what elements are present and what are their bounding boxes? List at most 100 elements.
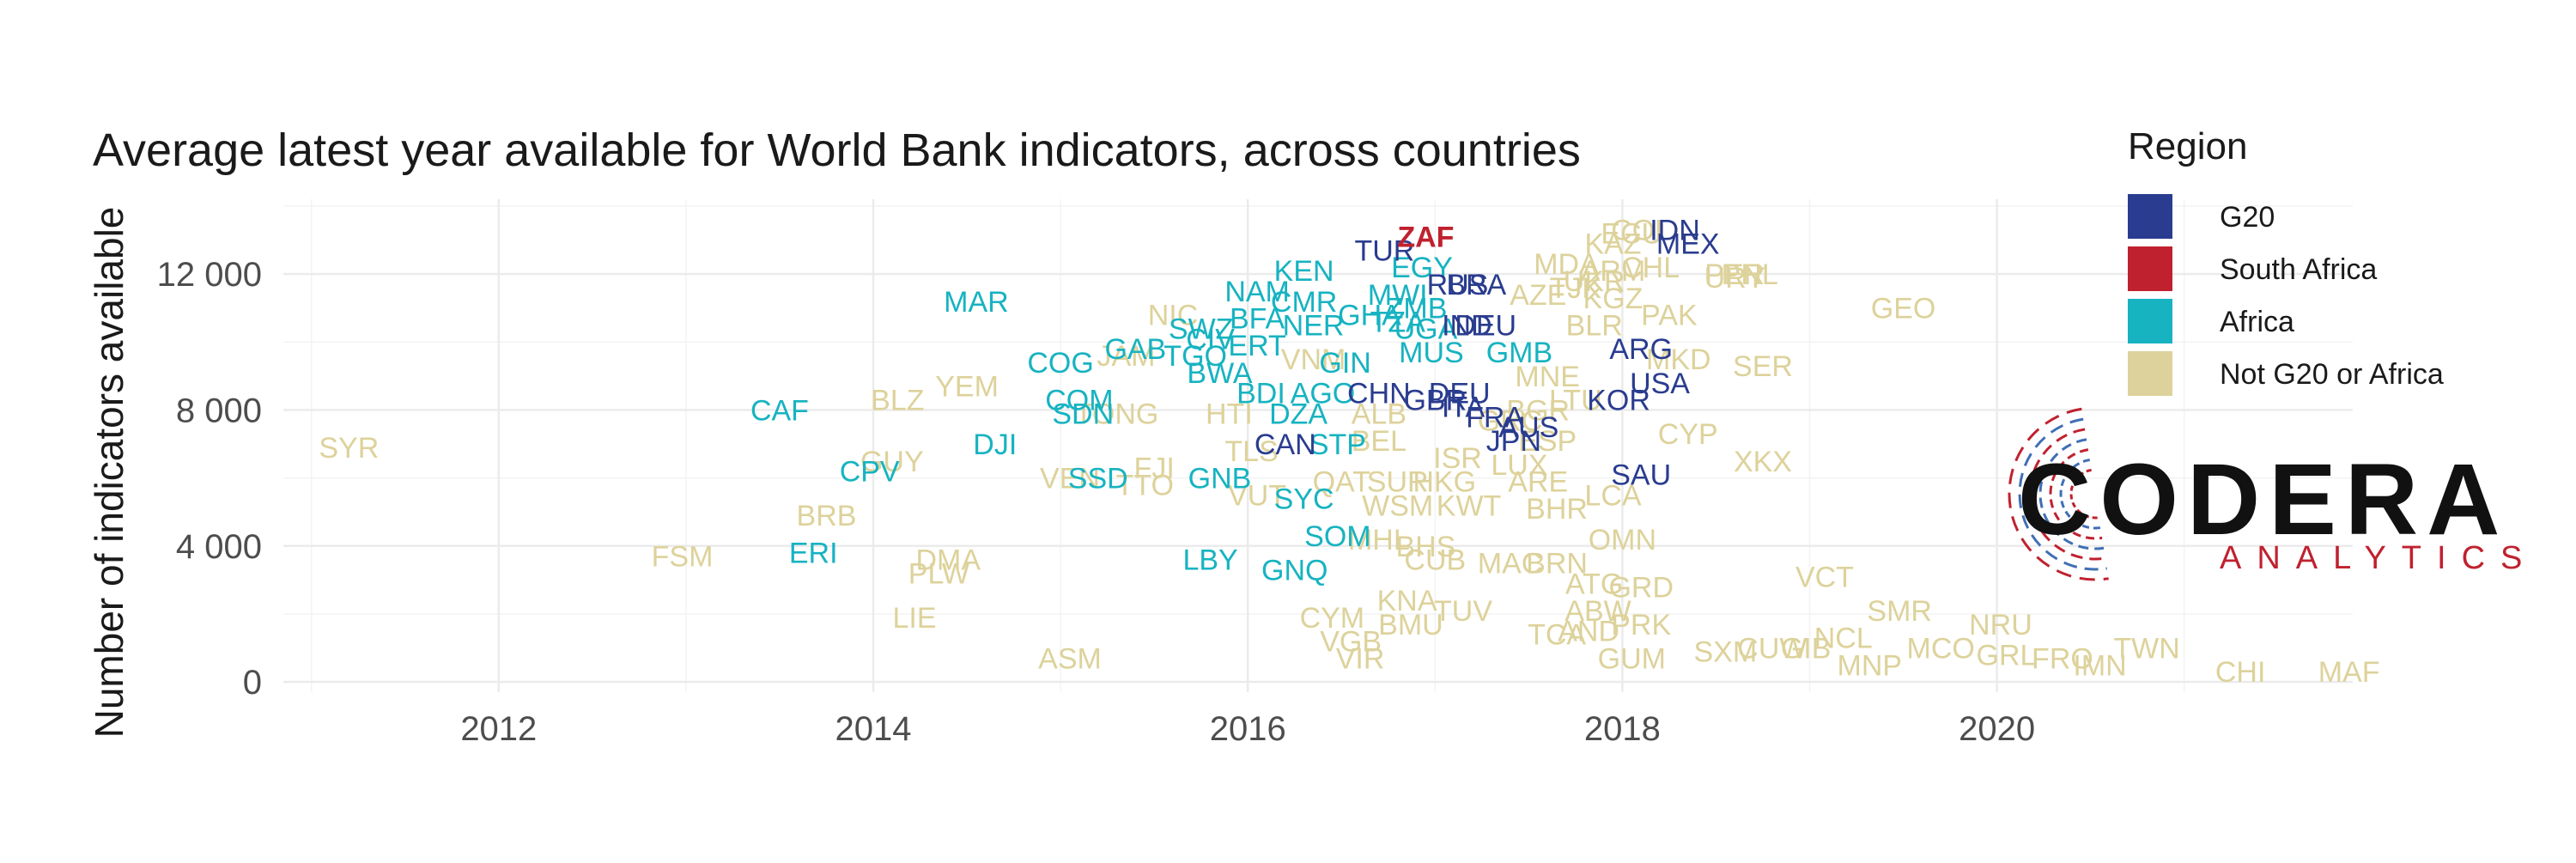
point-label-per: PER [1704,258,1765,291]
point-label-lca: LCA [1584,479,1641,512]
x-tick-label: 2012 [460,710,537,748]
y-tick-label: 0 [243,664,262,702]
point-label-xkx: XKX [1734,446,1792,478]
point-label-pak: PAK [1641,300,1698,332]
point-label-gbr: GBR [1403,385,1467,417]
logo-arc [2028,428,2106,561]
legend-label-za: South Africa [2220,253,2377,286]
point-label-tong: TONG [1075,398,1159,430]
point-label-bhs: BHS [1395,531,1455,563]
point-label-gib: GIB [1781,633,1832,665]
y-axis-title: Number of indicators available [87,207,131,738]
point-label-zmb: ZMB [1386,293,1448,325]
point-label-gha: GHA [1338,300,1401,332]
point-label-mar: MAR [944,286,1009,319]
point-label-gnq: GNQ [1261,554,1327,586]
point-label-com: COM [1045,385,1113,417]
point-label-bra: BRA [1446,269,1506,301]
point-label-zaf: ZAF [1397,222,1454,254]
logo-arc [2049,448,2103,540]
axis-ticks: 2012 2014 2016 2018 2020 0 4 000 8 000 12 000 [157,256,2035,748]
point-label-arm: ARM [1581,255,1646,288]
legend-swatch-g20 [2128,194,2172,239]
point-label-ukr: UKR [1564,265,1625,298]
point-label-brb: BRB [797,500,857,532]
point-label-vgb: VGB [1320,626,1382,659]
point-label-and: AND [1558,616,1619,648]
point-label-ncl: NCL [1814,623,1873,655]
point-label-gum: GUM [1598,642,1666,675]
point-label-sur: SUR [1367,466,1429,499]
point-label-gmb: GMB [1486,337,1552,369]
point-label-stp: STP [1309,428,1366,461]
point-label-caf: CAF [750,394,809,427]
point-label-jam: JAM [1097,340,1155,373]
grid [283,199,2353,692]
point-label-blr: BLR [1566,309,1623,342]
point-label-nam: NAM [1224,276,1290,308]
point-label-guy: GUY [860,446,924,478]
legend-label-africa: Africa [2220,306,2294,338]
point-label-twn: TWN [2113,633,2179,665]
point-label-gab: GAB [1104,333,1166,366]
point-label-can: CAN [1255,428,1316,461]
point-label-grl: GRL [1977,639,2037,672]
point-label-dji: DJI [973,428,1017,461]
point-label-kor: KOR [1587,385,1650,417]
logo-wordmark: CODERA [2018,443,2508,556]
point-label-alb: ALB [1352,398,1406,430]
legend-label-g20: G20 [2220,201,2275,234]
point-label-brn: BRN [1526,548,1588,580]
point-label-idn: IDN [1649,215,1700,247]
point-label-ago: AGO [1291,378,1356,410]
point-label-aze: AZE [1510,279,1566,312]
legend-label-other: Not G20 or Africa [2220,358,2444,391]
point-label-ser: SER [1733,350,1793,383]
point-label-swz: SWZ [1169,313,1234,345]
point-label-fji: FJI [1134,453,1175,485]
y-tick-label: 4 000 [176,528,262,566]
point-label-kwt: KWT [1437,489,1502,522]
point-label-chn: CHN [1347,378,1411,410]
point-label-ltu: LTU [1549,385,1602,417]
point-label-grc: GRC [1478,404,1543,437]
logo-tagline: ANALYTICS [2220,540,2537,576]
point-label-phl: PHL [1722,258,1778,291]
logo-arc [2069,468,2099,520]
point-label-mco: MCO [1907,633,1975,665]
point-label-nru: NRU [1969,609,2032,641]
point-label-mwi: MWI [1368,279,1428,312]
point-label-cog: COG [1027,347,1093,380]
point-label-hkg: HKG [1413,466,1476,499]
point-label-gin: GIN [1319,347,1370,380]
point-label-sxm: SXM [1694,635,1758,668]
point-label-imn: IMN [2073,649,2126,682]
legend-swatch-other [2128,351,2172,396]
point-label-ssd: SSD [1068,463,1128,495]
point-label-yem: YEM [935,371,999,404]
point-label-lby: LBY [1182,544,1237,577]
point-label-mkd: MKD [1646,343,1711,376]
point-label-deu: DEU [1429,378,1491,410]
point-label-arg: ARG [1609,333,1673,366]
point-label-asm: ASM [1038,642,1102,675]
point-label-gnb: GNB [1188,463,1252,495]
point-label-mac: MAC [1478,548,1543,580]
point-label-cpv: CPV [840,456,900,489]
point-label-prk: PRK [1611,609,1671,641]
point-label-uga: UGA [1394,313,1458,345]
point-label-nic: NIC [1148,300,1199,332]
point-label-ken: KEN [1274,255,1334,288]
point-label-cub: CUB [1404,544,1466,577]
point-label-tur: TUR [1354,234,1414,267]
point-label-tca: TCA [1528,619,1586,652]
point-label-kna: KNA [1377,585,1437,617]
point-label-atg: ATG [1565,568,1623,600]
point-label-kaz: KAZ [1584,228,1641,260]
y-tick-label: 12 000 [157,256,262,294]
point-label-bgr: BGR [1506,394,1570,427]
point-label-omn: OMN [1589,524,1656,556]
x-tick-label: 2020 [1959,710,2035,748]
